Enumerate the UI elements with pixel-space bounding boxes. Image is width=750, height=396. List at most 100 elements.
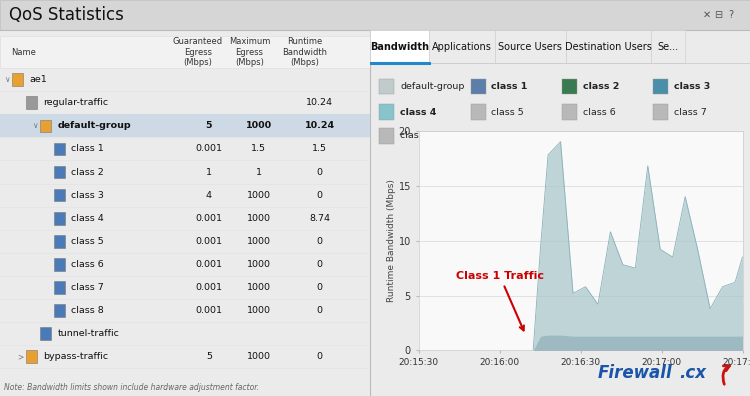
- Text: Guaranteed
Egress
(Mbps): Guaranteed Egress (Mbps): [172, 37, 223, 67]
- Text: class 3: class 3: [674, 82, 710, 91]
- Text: Note: Bandwidth limits shown include hardware adjustment factor.: Note: Bandwidth limits shown include har…: [4, 383, 260, 392]
- FancyBboxPatch shape: [651, 30, 686, 63]
- FancyBboxPatch shape: [653, 105, 668, 120]
- Y-axis label: Runtime Bandwidth (Mbps): Runtime Bandwidth (Mbps): [387, 179, 396, 302]
- FancyBboxPatch shape: [0, 0, 750, 30]
- Text: class 4: class 4: [71, 214, 104, 223]
- Text: >: >: [18, 352, 24, 361]
- Text: 5: 5: [206, 121, 212, 130]
- FancyBboxPatch shape: [370, 30, 429, 63]
- Text: ∨: ∨: [4, 75, 9, 84]
- FancyBboxPatch shape: [40, 327, 51, 340]
- Text: 1000: 1000: [247, 190, 271, 200]
- Text: class 6: class 6: [583, 108, 616, 116]
- Text: 1000: 1000: [247, 214, 271, 223]
- Text: Se...: Se...: [658, 42, 679, 51]
- Text: 0: 0: [316, 306, 322, 315]
- Text: 0: 0: [316, 283, 322, 292]
- FancyBboxPatch shape: [429, 30, 495, 63]
- Text: 0: 0: [316, 260, 322, 269]
- FancyBboxPatch shape: [470, 79, 486, 94]
- Text: 0.001: 0.001: [196, 306, 223, 315]
- Text: 10.24: 10.24: [304, 121, 335, 130]
- FancyBboxPatch shape: [653, 79, 668, 94]
- Text: 0: 0: [316, 352, 322, 361]
- Text: ae1: ae1: [29, 75, 47, 84]
- Text: Destination Users: Destination Users: [565, 42, 652, 51]
- Text: 1000: 1000: [247, 283, 271, 292]
- Text: class 1: class 1: [71, 145, 104, 153]
- FancyBboxPatch shape: [54, 143, 64, 155]
- Text: 0.001: 0.001: [196, 145, 223, 153]
- Text: 5: 5: [206, 352, 212, 361]
- FancyBboxPatch shape: [54, 212, 64, 225]
- Text: ✕: ✕: [703, 10, 710, 20]
- FancyBboxPatch shape: [54, 166, 64, 178]
- Text: regular-traffic: regular-traffic: [44, 98, 109, 107]
- Text: .cx: .cx: [680, 364, 706, 382]
- FancyBboxPatch shape: [566, 30, 651, 63]
- FancyBboxPatch shape: [562, 79, 577, 94]
- FancyBboxPatch shape: [12, 73, 22, 86]
- Text: 4: 4: [206, 190, 212, 200]
- FancyBboxPatch shape: [380, 128, 394, 144]
- FancyBboxPatch shape: [54, 281, 64, 294]
- FancyBboxPatch shape: [54, 189, 64, 202]
- FancyBboxPatch shape: [380, 105, 394, 120]
- FancyBboxPatch shape: [40, 120, 51, 132]
- FancyBboxPatch shape: [562, 105, 577, 120]
- Text: 0: 0: [316, 168, 322, 177]
- Text: Maximum
Egress
(Mbps): Maximum Egress (Mbps): [229, 37, 270, 67]
- Text: 1000: 1000: [247, 260, 271, 269]
- Text: 10.24: 10.24: [306, 98, 333, 107]
- Text: 8.74: 8.74: [309, 214, 330, 223]
- Text: class 6: class 6: [71, 260, 104, 269]
- Text: default-group: default-group: [57, 121, 131, 130]
- Text: class 4: class 4: [400, 108, 436, 116]
- Text: class 8: class 8: [400, 131, 433, 141]
- Text: Source Users: Source Users: [499, 42, 562, 51]
- Text: class 5: class 5: [491, 108, 524, 116]
- Text: class 8: class 8: [71, 306, 104, 315]
- Text: 1.5: 1.5: [251, 145, 266, 153]
- FancyBboxPatch shape: [54, 258, 64, 270]
- Text: 0.001: 0.001: [196, 237, 223, 246]
- FancyBboxPatch shape: [54, 304, 64, 317]
- Text: 0.001: 0.001: [196, 260, 223, 269]
- Text: 0: 0: [316, 237, 322, 246]
- FancyBboxPatch shape: [54, 235, 64, 248]
- Text: 1000: 1000: [247, 352, 271, 361]
- Text: class 2: class 2: [71, 168, 104, 177]
- Text: Runtime
Bandwidth
(Mbps): Runtime Bandwidth (Mbps): [283, 37, 328, 67]
- FancyBboxPatch shape: [495, 30, 566, 63]
- Text: 0.001: 0.001: [196, 214, 223, 223]
- FancyBboxPatch shape: [0, 36, 370, 68]
- Text: class 7: class 7: [674, 108, 706, 116]
- Text: class 2: class 2: [583, 82, 619, 91]
- FancyBboxPatch shape: [26, 350, 37, 363]
- Text: tunnel-traffic: tunnel-traffic: [57, 329, 119, 338]
- FancyBboxPatch shape: [26, 97, 37, 109]
- Text: Class 1 Traffic: Class 1 Traffic: [456, 271, 544, 330]
- Text: 1000: 1000: [247, 306, 271, 315]
- Text: ?: ?: [729, 10, 734, 20]
- Text: Bandwidth: Bandwidth: [370, 42, 429, 51]
- Text: 1000: 1000: [246, 121, 272, 130]
- Text: 1: 1: [256, 168, 262, 177]
- Text: class 3: class 3: [71, 190, 104, 200]
- Text: 1.5: 1.5: [312, 145, 327, 153]
- Text: ∨: ∨: [32, 121, 38, 130]
- Text: class 5: class 5: [71, 237, 104, 246]
- FancyBboxPatch shape: [380, 79, 394, 94]
- Text: QoS Statistics: QoS Statistics: [9, 6, 124, 24]
- FancyBboxPatch shape: [470, 105, 486, 120]
- Text: 0.001: 0.001: [196, 283, 223, 292]
- Text: 1000: 1000: [247, 237, 271, 246]
- Text: 1: 1: [206, 168, 212, 177]
- Text: default-group: default-group: [400, 82, 464, 91]
- Text: bypass-traffic: bypass-traffic: [44, 352, 109, 361]
- Text: Applications: Applications: [432, 42, 492, 51]
- Text: Name: Name: [11, 48, 36, 57]
- Text: 0: 0: [316, 190, 322, 200]
- FancyBboxPatch shape: [0, 114, 370, 137]
